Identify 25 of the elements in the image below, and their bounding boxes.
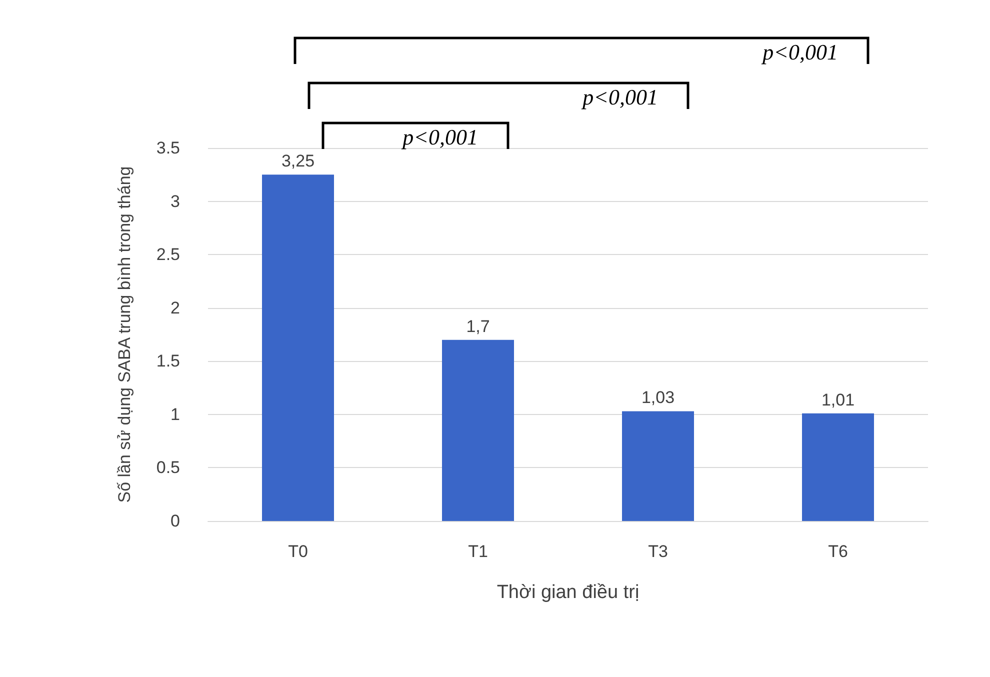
x-tick-label: T3: [648, 542, 668, 561]
bar: [622, 411, 694, 521]
data-label: 1,03: [641, 388, 675, 408]
x-tick-label: T6: [828, 542, 848, 561]
y-tick-label: 1: [170, 404, 180, 424]
y-tick-label: 3: [170, 192, 180, 211]
bar: [802, 413, 874, 521]
y-tick-label: 3.5: [156, 138, 180, 158]
y-tick-label: 0: [170, 512, 180, 530]
y-axis-title: Số lần sử dụng SABA trung bình trong tháng: [115, 166, 134, 503]
x-axis-title: Thời gian điều trị: [496, 582, 640, 603]
bar: [442, 340, 514, 521]
bar: [262, 174, 334, 521]
y-tick-label: 2.5: [156, 245, 180, 264]
data-label: 1,7: [466, 316, 490, 336]
data-label: 3,25: [281, 152, 315, 171]
y-tick-label: 0.5: [156, 458, 180, 478]
y-tick-label: 2: [170, 298, 180, 318]
y-tick-label: 1.5: [156, 352, 180, 371]
data-label: 1,01: [821, 390, 855, 410]
text: p<0,001: [760, 40, 838, 64]
text: p<0,001: [580, 84, 658, 110]
annotation: p<0,001: [400, 124, 478, 150]
x-tick-label: T0: [288, 542, 308, 561]
x-tick-label: T1: [468, 542, 488, 561]
